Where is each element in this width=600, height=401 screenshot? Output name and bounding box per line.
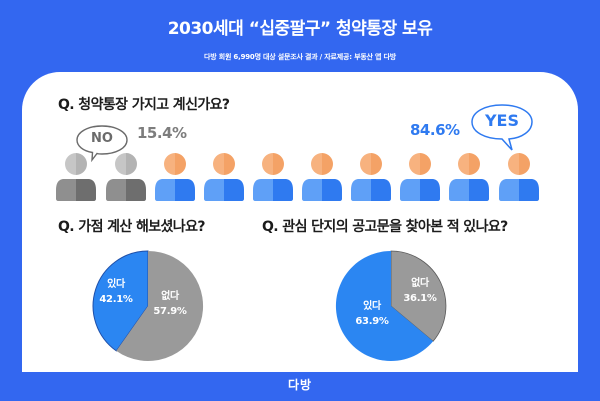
no-percentage: 15.4% <box>137 124 187 142</box>
person-yes-icon <box>204 153 244 201</box>
yes-label: YES <box>484 111 520 130</box>
person-yes-icon <box>499 153 539 201</box>
person-no-icon <box>106 153 146 201</box>
question-3: Q. 관심 단지의 공고문을 찾아본 적 있나요? <box>262 219 508 235</box>
person-yes-icon <box>302 153 342 201</box>
pie-slice-yes <box>92 250 149 352</box>
person-no-icon <box>56 153 96 201</box>
pie1-no-label: 없다 57.9% <box>153 291 187 317</box>
question-1: Q. 청약통장 가지고 계신가요? <box>58 97 230 113</box>
pie-chart-announcement-check <box>335 250 447 361</box>
pie-slice-no <box>390 250 447 342</box>
pie2-no-label: 없다 36.1% <box>403 278 437 304</box>
dabang-logo: 다방 <box>287 378 313 392</box>
person-yes-icon <box>400 153 440 201</box>
person-yes-icon <box>351 153 391 201</box>
person-yes-icon <box>155 153 195 201</box>
question-2: Q. 가점 계산 해보셨나요? <box>58 219 205 235</box>
no-label: NO <box>91 131 113 146</box>
person-yes-icon <box>253 153 293 201</box>
person-yes-icon <box>449 153 489 201</box>
no-speech-bubble-icon <box>76 125 128 162</box>
page-title: 2030세대 “십중팔구” 청약통장 보유 <box>167 19 433 39</box>
yes-percentage: 84.6% <box>410 121 460 139</box>
pie2-yes-label: 있다 63.9% <box>355 301 389 327</box>
page-subtitle: 다방 회원 6,990명 대상 설문조사 결과 / 자료제공: 부동산 앱 다방 <box>204 53 396 61</box>
pie-slice-yes <box>335 250 434 361</box>
pie1-yes-label: 있다 42.1% <box>99 279 133 305</box>
yes-speech-bubble-icon <box>471 104 533 151</box>
pie-chart-calculated-score <box>92 250 204 361</box>
pie-slice-no <box>116 250 204 361</box>
